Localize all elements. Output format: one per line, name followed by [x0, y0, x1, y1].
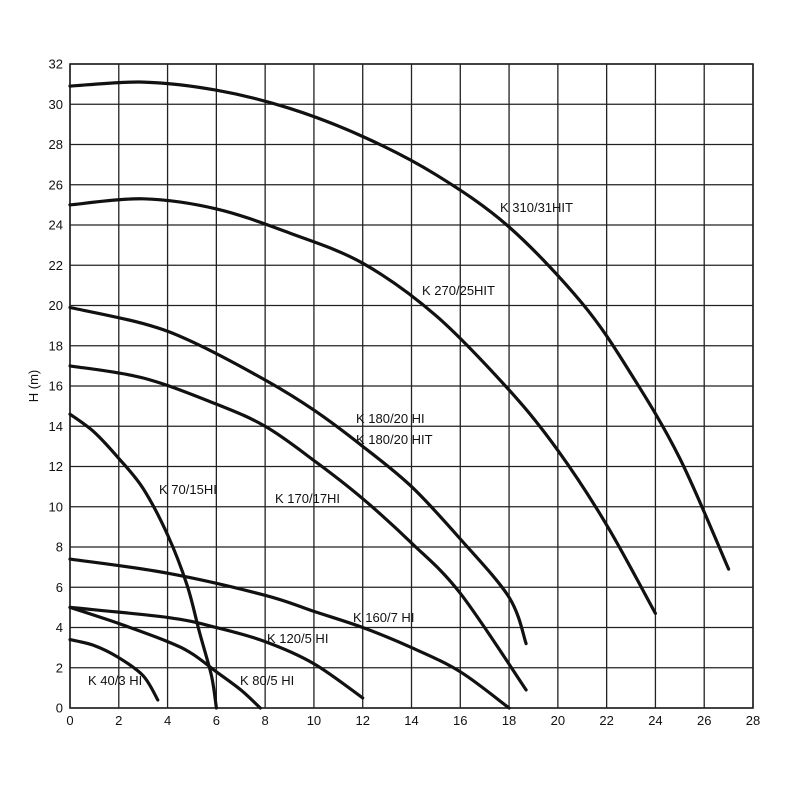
- x-axis-ticks: 0 2 4 6 8 10 12 14 16 18 20 22 24 26 28: [66, 713, 760, 728]
- curve-k-160-7-hi: [68, 557, 511, 710]
- x-tick-label-14: 28: [746, 713, 760, 728]
- x-tick-label-1: 2: [115, 713, 122, 728]
- curve-label-k-160-7-hi: K 160/7 HI: [353, 610, 414, 625]
- y-tick-label-15: 30: [49, 97, 63, 112]
- y-tick-label-1: 2: [56, 660, 63, 675]
- curve-label-k-40-3-hi: K 40/3 HI: [88, 673, 142, 688]
- y-tick-label-7: 14: [49, 419, 63, 434]
- x-tick-label-10: 20: [551, 713, 565, 728]
- x-tick-label-6: 12: [355, 713, 369, 728]
- curve-k-120-5-hi: [68, 605, 365, 700]
- x-tick-label-12: 24: [648, 713, 662, 728]
- curve-k-70-15hi: [68, 412, 218, 710]
- curve-label-k-310-31hit: K 310/31HIT: [500, 200, 573, 215]
- x-tick-label-9: 18: [502, 713, 516, 728]
- y-tick-label-8: 16: [49, 379, 63, 394]
- y-tick-label-10: 20: [49, 298, 63, 313]
- x-tick-label-5: 10: [307, 713, 321, 728]
- x-tick-label-0: 0: [66, 713, 73, 728]
- y-tick-label-14: 28: [49, 137, 63, 152]
- y-tick-label-4: 8: [56, 540, 63, 555]
- x-tick-label-3: 6: [213, 713, 220, 728]
- x-tick-label-13: 26: [697, 713, 711, 728]
- curve-labels: K 310/31HIT K 270/25HIT K 180/20 HI K 180/2…: [88, 200, 573, 688]
- y-tick-label-6: 12: [49, 459, 63, 474]
- x-tick-label-8: 16: [453, 713, 467, 728]
- plot-frame: [69, 63, 754, 709]
- curve-k-180-20-hi: [68, 305, 528, 646]
- curve-k-170-17hi: [68, 364, 528, 692]
- curve-label-k-70-15hi: K 70/15HI: [159, 482, 217, 497]
- curve-k-40-3-hi: [68, 638, 160, 702]
- curve-k-270-25hit: [68, 197, 657, 615]
- x-tick-label-4: 8: [262, 713, 269, 728]
- curve-label-k-80-5-hi: K 80/5 HI: [240, 673, 294, 688]
- y-axis-title: H (m): [26, 370, 41, 403]
- y-tick-label-3: 6: [56, 580, 63, 595]
- curve-label-k-180-20-hi: K 180/20 HI: [356, 411, 425, 426]
- y-tick-label-9: 18: [49, 338, 63, 353]
- curve-label-k-170-17hi: K 170/17HI: [275, 491, 340, 506]
- y-tick-label-11: 22: [49, 258, 63, 273]
- curve-label-k-180-20-hit: K 180/20 HIT: [356, 432, 433, 447]
- x-tick-label-2: 4: [164, 713, 171, 728]
- x-tick-label-7: 14: [404, 713, 418, 728]
- y-tick-label-13: 26: [49, 177, 63, 192]
- curve-label-k-270-25hit: K 270/25HIT: [422, 283, 495, 298]
- curve-label-k-120-5-hi: K 120/5 HI: [267, 631, 328, 646]
- y-tick-label-16: 32: [49, 57, 63, 72]
- curves: [68, 80, 731, 710]
- y-tick-label-2: 4: [56, 620, 63, 635]
- y-tick-label-0: 0: [56, 701, 63, 716]
- grid: [69, 63, 754, 709]
- y-tick-label-5: 10: [49, 499, 63, 514]
- x-tick-label-11: 22: [599, 713, 613, 728]
- curve-k-80-5-hi: [68, 605, 262, 710]
- y-tick-label-12: 24: [49, 218, 63, 233]
- curve-k-310-31hit: [68, 80, 731, 571]
